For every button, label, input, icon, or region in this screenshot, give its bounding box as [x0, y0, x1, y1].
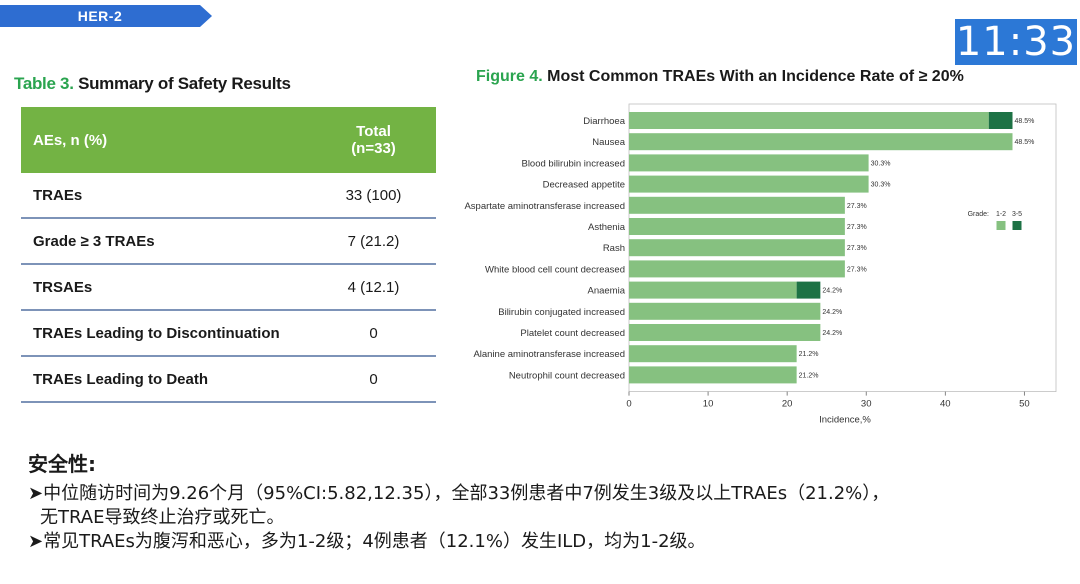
table-row: Grade ≥ 3 TRAEs 7 (21.2) [21, 218, 436, 265]
bar-grade-1-2 [629, 345, 797, 363]
notes-heading: 安全性: [28, 452, 96, 476]
row-label: TRAEs Leading to Discontinuation [21, 310, 311, 357]
category-label: Blood bilirubin increased [521, 158, 625, 169]
row-value: 0 [311, 356, 436, 403]
note-bullet-continued: 无TRAE导致终止治疗或死亡。 [40, 507, 285, 528]
bar-grade-1-2 [629, 281, 797, 299]
note-bullet: ➤常见TRAEs为腹泻和恶心，多为1-2级；4例患者（12.1%）发生ILD，均… [28, 531, 706, 552]
data-label: 24.2% [822, 309, 842, 316]
data-label: 48.5% [1015, 139, 1035, 146]
table-title: Table 3. Summary of Safety Results [14, 74, 291, 94]
legend-label: 1-2 [996, 211, 1006, 218]
table-row: TRSAEs 4 (12.1) [21, 264, 436, 311]
row-label: TRAEs [21, 173, 311, 219]
row-label: Grade ≥ 3 TRAEs [21, 218, 311, 265]
row-label: TRSAEs [21, 264, 311, 311]
legend-title: Grade: [968, 211, 989, 218]
section-tag: HER-2 [0, 5, 212, 27]
table-title-text: Summary of Safety Results [73, 74, 291, 93]
x-axis-label: Incidence,% [819, 415, 871, 426]
category-label: White blood cell count decreased [485, 264, 625, 275]
trae-bar-chart: Diarrhoea 48.5% Nausea 48.5% Blood bilirubin… [464, 103, 1057, 426]
row-value: 4 (12.1) [311, 264, 436, 311]
bar-grade-1-2 [629, 112, 989, 129]
bar-grade-1-2 [629, 175, 869, 193]
legend-label: 3-5 [1012, 211, 1022, 218]
header-aes: AEs, n (%) [21, 107, 311, 173]
data-label: 30.3% [871, 182, 891, 189]
category-label: Platelet count decreased [520, 328, 625, 339]
x-tick-label: 40 [940, 399, 951, 410]
data-label: 21.2% [799, 351, 819, 358]
section-tag-label: HER-2 [77, 8, 123, 24]
timer-display: 11:33 [955, 19, 1077, 65]
category-label: Alanine aminotransferase increased [473, 349, 625, 360]
x-tick-label: 0 [626, 399, 631, 410]
table-row: TRAEs Leading to Discontinuation 0 [21, 310, 436, 357]
data-label: 30.3% [871, 160, 891, 167]
category-label: Asthenia [588, 222, 626, 233]
bar-grade-1-2 [629, 324, 821, 341]
bar-grade-3-5 [796, 281, 821, 299]
bar-grade-1-2 [629, 239, 845, 257]
safety-notes: 安全性: ➤中位随访时间为9.26个月（95%CI:5.82,12.35），全部… [28, 452, 889, 554]
data-label: 24.2% [822, 288, 842, 295]
note-bullet: ➤中位随访时间为9.26个月（95%CI:5.82,12.35），全部33例患者… [28, 483, 890, 504]
bar-grade-1-2 [629, 260, 845, 278]
table-title-label: Table 3. [14, 74, 74, 93]
row-value: 0 [311, 310, 436, 357]
row-value: 33 (100) [311, 173, 436, 219]
bar-grade-1-2 [629, 154, 869, 172]
legend-swatch [996, 221, 1006, 230]
row-value: 7 (21.2) [311, 218, 436, 265]
category-label: Decreased appetite [543, 180, 625, 191]
figure-title: Figure 4. Most Common TRAEs With an Inci… [476, 68, 964, 86]
bar-grade-1-2 [629, 366, 797, 384]
category-label: Diarrhoea [583, 116, 625, 127]
x-tick-label: 50 [1019, 399, 1030, 410]
bar-grade-1-2 [629, 218, 845, 235]
table-header-row: AEs, n (%) Total (n=33) [21, 107, 436, 173]
data-label: 48.5% [1015, 118, 1035, 125]
legend-swatch [1012, 221, 1022, 230]
data-label: 27.3% [847, 266, 867, 273]
bar-grade-3-5 [988, 112, 1013, 129]
data-label: 27.3% [847, 203, 867, 210]
header-total: Total (n=33) [311, 107, 436, 173]
data-label: 27.3% [847, 224, 867, 231]
category-label: Bilirubin conjugated increased [498, 307, 625, 318]
row-label: TRAEs Leading to Death [21, 356, 311, 403]
x-tick-label: 30 [861, 399, 872, 410]
bar-grade-1-2 [629, 302, 821, 320]
safety-results-table: AEs, n (%) Total (n=33) TRAEs 33 (100) G… [21, 107, 436, 403]
bar-grade-1-2 [629, 196, 845, 214]
x-tick-label: 10 [703, 399, 714, 410]
data-label: 21.2% [799, 372, 819, 379]
category-label: Nausea [592, 137, 625, 148]
category-label: Neutrophil count decreased [509, 370, 625, 381]
data-label: 27.3% [847, 245, 867, 252]
category-label: Rash [603, 243, 625, 254]
figure-title-label: Figure 4. [476, 68, 543, 85]
table-row: TRAEs Leading to Death 0 [21, 356, 436, 403]
data-label: 24.2% [822, 330, 842, 337]
figure-title-text: Most Common TRAEs With an Incidence Rate… [542, 68, 964, 85]
x-tick-label: 20 [782, 399, 793, 410]
category-label: Aspartate aminotransferase increased [464, 201, 625, 212]
table-row: TRAEs 33 (100) [21, 173, 436, 219]
category-label: Anaemia [588, 286, 626, 297]
bar-grade-1-2 [629, 133, 1013, 151]
